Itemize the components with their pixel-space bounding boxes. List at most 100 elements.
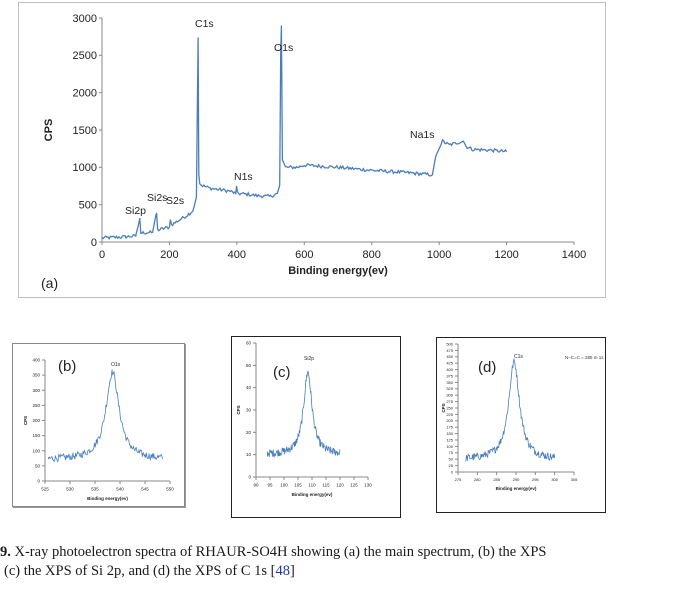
y-tick-label: 150 bbox=[32, 433, 40, 438]
peak-label-si2p: Si2p bbox=[125, 205, 146, 217]
caption-line-2: (c) the XPS of Si 2p, and (d) the XPS of… bbox=[4, 563, 276, 579]
x-tick-label: 300 bbox=[551, 477, 558, 482]
chart-b-svg: 0 50 100 150 200 250 300 350 400 525 530 535 540 545 5… bbox=[23, 358, 174, 501]
x-tick-label: 105 bbox=[294, 483, 302, 488]
y-tick-label: 150 bbox=[446, 431, 453, 436]
y-tick-label: 350 bbox=[32, 373, 40, 378]
y-tick-label: 3000 bbox=[73, 13, 97, 25]
x-tick-label: 125 bbox=[350, 483, 358, 488]
x-tick-label: 540 bbox=[116, 487, 124, 492]
y-tick-label: 20 bbox=[246, 430, 252, 435]
peak-label-na1s: Na1s bbox=[410, 129, 435, 141]
x-tick-label: 100 bbox=[280, 483, 288, 488]
x-tick-label: 110 bbox=[308, 483, 316, 488]
chart-panel-c: 0 10 20 30 40 50 60 90 95 100 105 110 115 120 125 130 Bi… bbox=[231, 336, 401, 518]
x-tick-label: 290 bbox=[513, 477, 520, 482]
y-tick-label: 25 bbox=[449, 463, 454, 468]
y-tick-label: 0 bbox=[451, 469, 454, 474]
spectrum-line bbox=[101, 25, 508, 240]
y-tick-label: 500 bbox=[79, 200, 97, 212]
x-tick-label: 1000 bbox=[427, 249, 451, 261]
y-tick-label: 40 bbox=[246, 385, 252, 390]
figure-caption: 9. X-ray photoelectron spectra of RHAUR-… bbox=[0, 543, 674, 581]
y-tick-label: 50 bbox=[35, 463, 41, 468]
panel-label: (d) bbox=[478, 359, 496, 376]
y-tick-label: 275 bbox=[446, 399, 453, 404]
x-tick-label: 530 bbox=[66, 487, 74, 492]
x-tick-label: 120 bbox=[336, 483, 344, 488]
y-tick-label: 0 bbox=[248, 475, 251, 480]
y-tick-label: 400 bbox=[32, 358, 40, 363]
y-axis-title: CPS bbox=[23, 416, 28, 425]
y-tick-label: 30 bbox=[246, 408, 252, 413]
x-tick-label: 550 bbox=[166, 487, 174, 492]
x-tick-label: 285 bbox=[493, 477, 500, 482]
y-tick-label: 50 bbox=[246, 363, 252, 368]
x-axis-title: Binding energy(ev) bbox=[87, 496, 128, 501]
y-tick-label: 10 bbox=[246, 452, 252, 457]
y-tick-label: 0 bbox=[91, 237, 97, 249]
y-tick-label: 60 bbox=[246, 341, 252, 346]
y-axis-title: CPS bbox=[236, 405, 241, 414]
caption-ref-link[interactable]: 48 bbox=[275, 563, 290, 579]
y-tick-label: 425 bbox=[446, 361, 453, 366]
x-axis-title: Binding energy(ev) bbox=[292, 492, 333, 497]
side-note-text: N–C=C = 285 m 1s bbox=[565, 355, 604, 360]
y-tick-label: 175 bbox=[446, 425, 453, 430]
y-tick-label: 2000 bbox=[73, 88, 97, 100]
panel-label: (b) bbox=[58, 358, 76, 375]
chart-panel-a: 0 500 1000 1500 2000 2500 3000 0 200 400 600 800 100… bbox=[18, 2, 606, 298]
y-tick-label: 250 bbox=[32, 403, 40, 408]
caption-prefix: 9. bbox=[0, 544, 11, 560]
peak-label-n1s: N1s bbox=[234, 171, 253, 183]
x-tick-label: 800 bbox=[363, 249, 381, 261]
y-tick-label: 1500 bbox=[73, 125, 97, 137]
x-axis-title: Binding energy(ev) bbox=[496, 486, 537, 491]
x-tick-label: 95 bbox=[267, 483, 273, 488]
y-tick-label: 1000 bbox=[73, 162, 97, 174]
peak-label-c1s: C1s bbox=[195, 18, 214, 30]
y-tick-label: 0 bbox=[37, 479, 40, 484]
x-tick-label: 280 bbox=[474, 477, 481, 482]
y-tick-label: 125 bbox=[446, 437, 453, 442]
y-tick-label: 300 bbox=[446, 393, 453, 398]
peak-label-si2s: Si2s bbox=[147, 192, 167, 204]
peak-label-c1s: C1s bbox=[514, 354, 523, 360]
x-tick-label: 600 bbox=[295, 249, 313, 261]
y-tick-label: 325 bbox=[446, 386, 453, 391]
chart-panel-d: 0 25 50 75 100 125 150 175 200 225 250 275 300 325 350… bbox=[436, 337, 606, 513]
chart-c-svg: 0 10 20 30 40 50 60 90 95 100 105 110 115 120 125 130 Bi… bbox=[236, 341, 372, 497]
x-tick-label: 305 bbox=[571, 477, 578, 482]
x-tick-label: 535 bbox=[91, 487, 99, 492]
y-axis-title: CPS bbox=[43, 119, 55, 142]
panel-label: (a) bbox=[41, 275, 58, 291]
caption-line-2-end: ] bbox=[289, 563, 295, 579]
x-tick-label: 525 bbox=[41, 487, 49, 492]
caption-line-1: X-ray photoelectron spectra of RHAUR-SO4… bbox=[10, 544, 547, 560]
y-tick-label: 300 bbox=[32, 388, 40, 393]
x-tick-label: 1200 bbox=[494, 249, 518, 261]
x-axis-title: Binding energy(ev) bbox=[288, 265, 388, 277]
peak-label-o1s: O1s bbox=[111, 362, 121, 368]
peak-label-si2p: Si2p bbox=[304, 356, 314, 362]
y-tick-label: 2500 bbox=[73, 50, 97, 62]
spectrum-line bbox=[266, 370, 341, 459]
y-tick-label: 450 bbox=[446, 354, 453, 359]
y-tick-label: 75 bbox=[449, 450, 454, 455]
peak-label-o1s: O1s bbox=[274, 42, 293, 54]
x-tick-label: 545 bbox=[141, 487, 149, 492]
y-tick-label: 225 bbox=[446, 412, 453, 417]
y-tick-label: 400 bbox=[446, 367, 453, 372]
x-tick-label: 130 bbox=[364, 483, 372, 488]
chart-a-svg: 0 500 1000 1500 2000 2500 3000 0 200 400 600 800 100… bbox=[41, 13, 586, 291]
x-tick-label: 275 bbox=[455, 477, 462, 482]
x-tick-label: 295 bbox=[532, 477, 539, 482]
x-tick-label: 1400 bbox=[562, 249, 586, 261]
y-tick-label: 100 bbox=[446, 444, 453, 449]
y-tick-label: 100 bbox=[32, 448, 40, 453]
x-tick-label: 115 bbox=[322, 483, 330, 488]
x-tick-label: 400 bbox=[228, 249, 246, 261]
y-tick-label: 375 bbox=[446, 373, 453, 378]
chart-d-svg: 0255075100125150175200225250275300325350… bbox=[441, 341, 604, 491]
y-tick-label: 475 bbox=[446, 348, 453, 353]
